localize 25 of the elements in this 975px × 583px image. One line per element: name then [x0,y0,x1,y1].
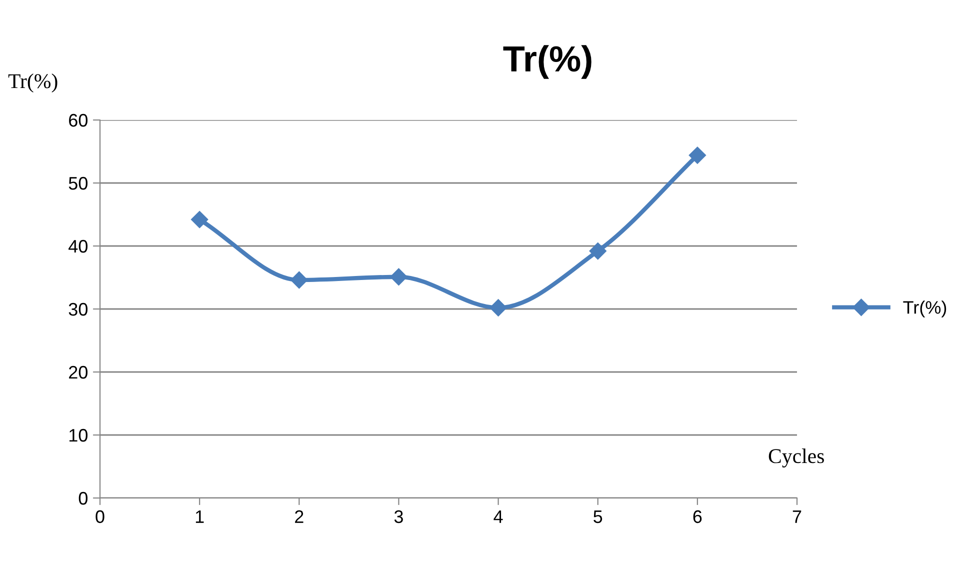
y-tick-label: 40 [68,240,88,253]
chart-title: Tr(%) [503,45,592,79]
y-tick-label: 20 [69,366,88,379]
x-tick-label: 1 [196,510,204,523]
point [589,242,606,260]
x-tick-label: 3 [394,510,403,524]
y-tick-label: 10 [69,428,88,442]
point [490,299,507,316]
point [191,210,208,228]
x-tick-label: 2 [295,510,304,523]
x-tick-label: 5 [594,510,602,524]
y-tick-label: 60 [69,114,88,127]
point [290,271,308,289]
y-tick-label: 50 [68,176,88,190]
x-tick-label: 0 [96,510,104,524]
y-axis-title: Tr(%) [8,74,58,92]
point [688,146,706,164]
y-tick-label: 0 [78,492,88,505]
x-axis-title: Cycles [768,448,824,468]
x-tick-label: 6 [693,510,702,524]
x-tick-label: 4 [494,510,503,523]
point [390,268,408,286]
legend-label: Tr(%) [903,300,946,318]
y-tick-label: 30 [68,302,88,316]
x-tick-label: 7 [792,510,802,523]
